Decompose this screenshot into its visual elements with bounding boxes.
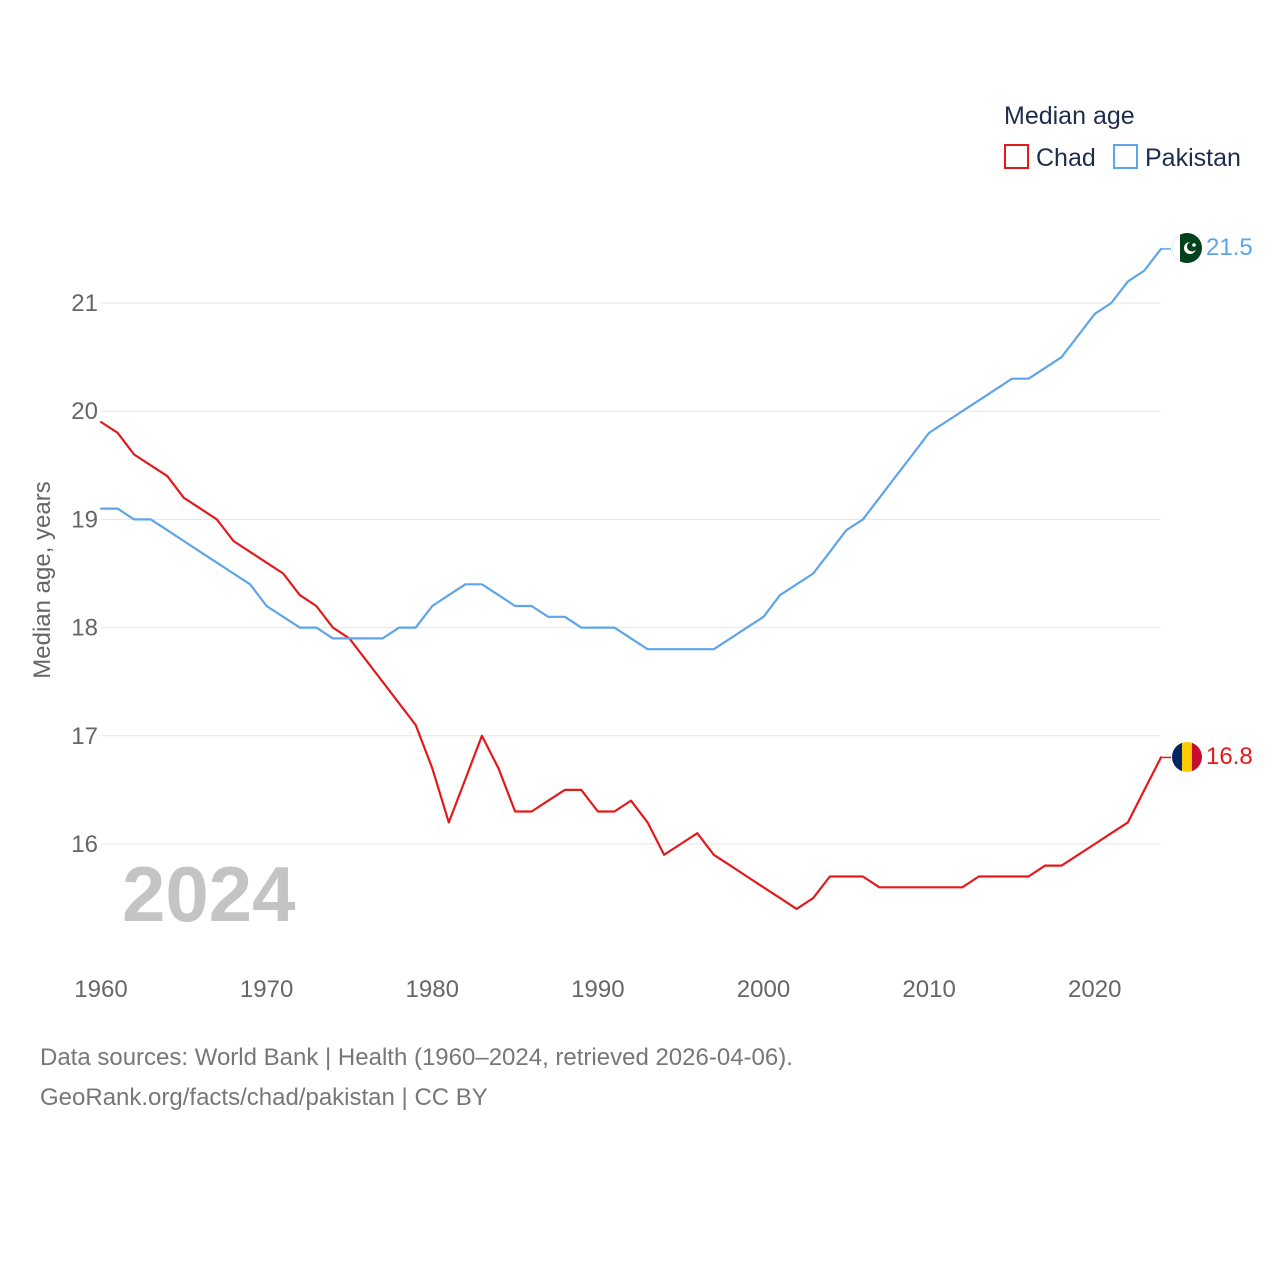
y-tick-label: 16 (71, 831, 98, 858)
y-tick-label: 21 (71, 290, 98, 317)
x-tick-label: 2020 (1068, 976, 1121, 1003)
series-lines (99, 247, 1171, 911)
end-label-pakistan: 21.5 (1206, 234, 1253, 261)
legend-label-pakistan: Pakistan (1145, 144, 1241, 172)
x-tick-label: 1980 (406, 976, 459, 1003)
legend-title: Median age (1004, 102, 1135, 130)
legend: Median age Chad Pakistan (1004, 102, 1241, 172)
x-tick-label: 2010 (902, 976, 955, 1003)
footer-link[interactable]: GeoRank.org/facts/chad/pakistan | CC BY (40, 1084, 488, 1111)
y-tick-label: 17 (71, 723, 98, 750)
end-label-chad: 16.8 (1206, 743, 1253, 770)
y-axis-ticks: 16 17 18 19 20 21 (71, 290, 98, 858)
legend-swatch-pakistan (1113, 144, 1138, 169)
y-tick-label: 19 (71, 506, 98, 533)
legend-item-chad[interactable]: Chad (1004, 144, 1096, 172)
x-tick-label: 1970 (240, 976, 293, 1003)
x-axis-ticks: 1960 1970 1980 1990 2000 2010 2020 (74, 976, 1121, 1003)
legend-label-chad: Chad (1036, 144, 1096, 172)
gridlines (101, 302, 1161, 845)
y-tick-label: 18 (71, 615, 98, 642)
series-line-pakistan (99, 247, 1163, 651)
legend-swatch-chad (1004, 144, 1029, 169)
y-tick-label: 20 (71, 398, 98, 425)
legend-item-pakistan[interactable]: Pakistan (1113, 144, 1241, 172)
x-tick-label: 1990 (571, 976, 624, 1003)
x-tick-label: 2000 (737, 976, 790, 1003)
chad-flag-icon (1172, 742, 1202, 772)
footer-sources: Data sources: World Bank | Health (1960–… (40, 1044, 793, 1071)
series-line-chad (99, 420, 1163, 911)
year-watermark: 2024 (122, 850, 296, 938)
x-tick-label: 1960 (74, 976, 127, 1003)
y-axis-title: Median age, years (29, 481, 56, 678)
pakistan-flag-icon (1172, 233, 1202, 263)
line-chart: 16 17 18 19 20 21 1960 1970 1980 1990 2000 2010 202… (29, 102, 1253, 1003)
